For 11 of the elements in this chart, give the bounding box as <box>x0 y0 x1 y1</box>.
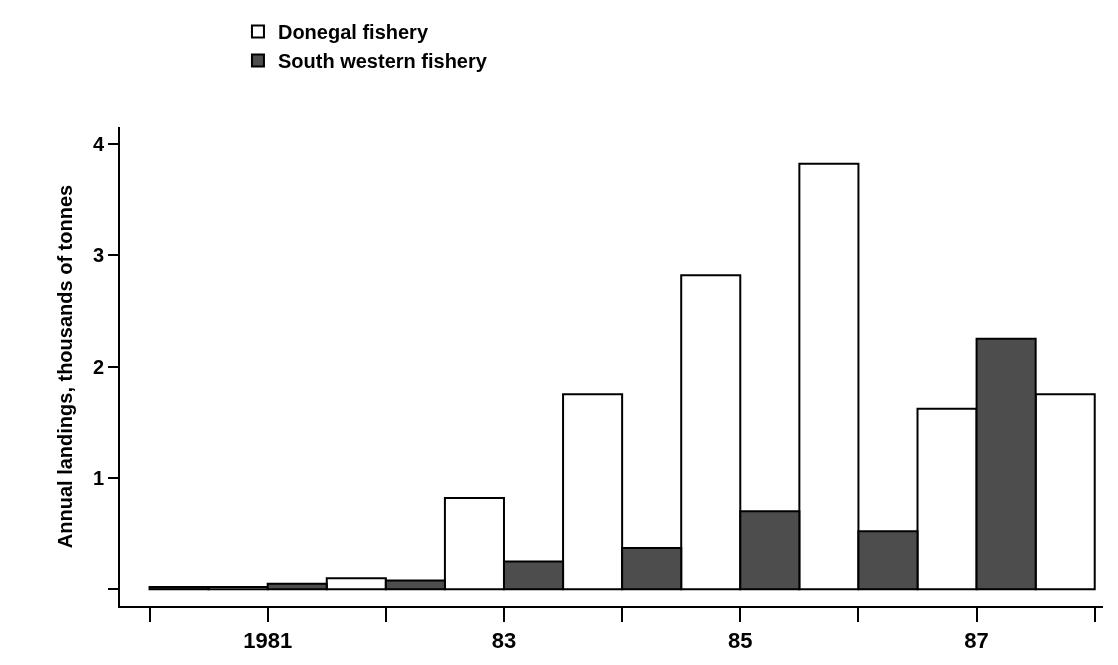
legend-label: South western fishery <box>277 50 488 73</box>
y-tick-label: 2 <box>92 355 104 378</box>
y-tick-label: 1 <box>92 466 104 489</box>
x-tick-label: 1981 <box>243 628 293 654</box>
x-tick-label: 87 <box>964 628 989 654</box>
y-tick-label: 3 <box>92 244 104 267</box>
y-axis-title: Annual landings, thousands of tonnes <box>53 184 76 549</box>
legend-label: Donegal fishery <box>277 21 429 44</box>
x-tick-label: 85 <box>728 628 753 654</box>
y-tick-label: 4 <box>92 132 105 155</box>
x-tick-label: 83 <box>491 628 517 654</box>
